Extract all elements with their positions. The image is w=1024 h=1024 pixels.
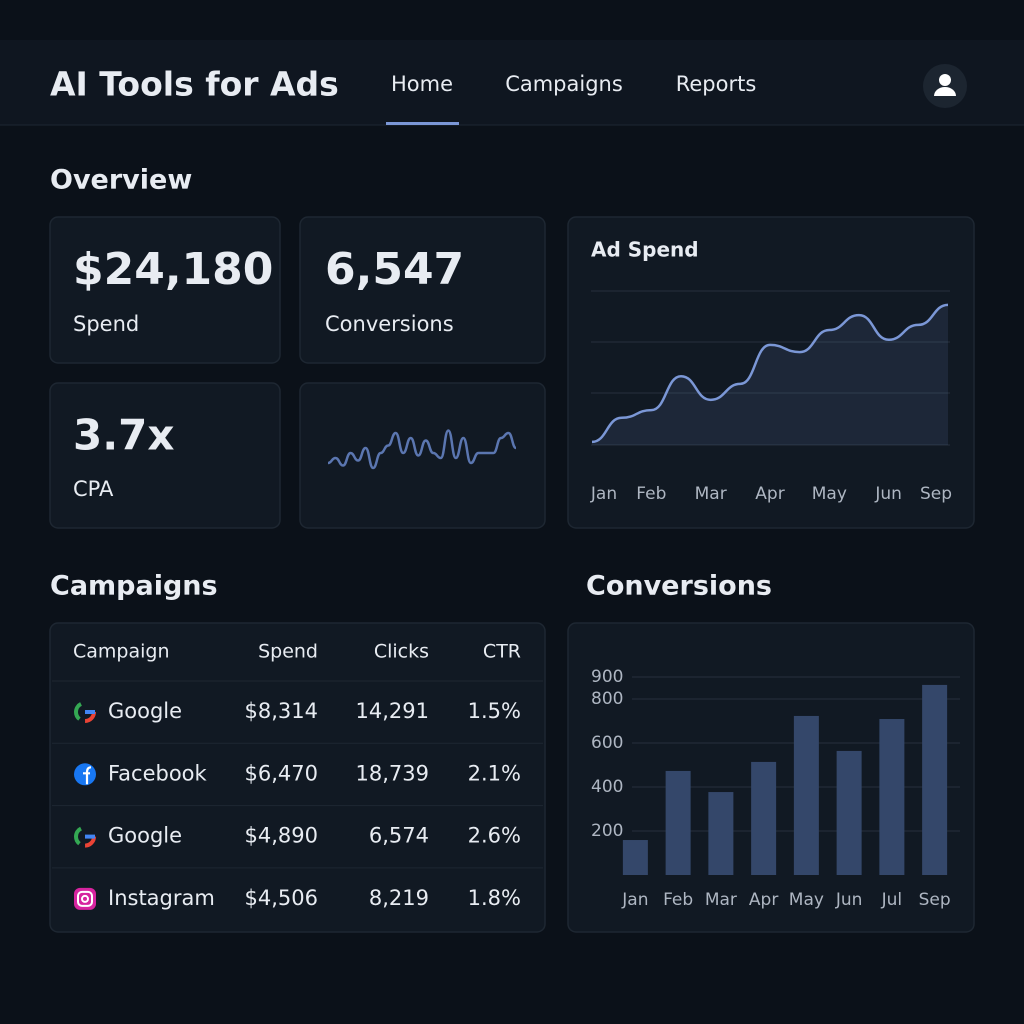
table-cell: $4,890 <box>245 824 318 848</box>
y-tick-label: 800 <box>591 689 623 709</box>
avatar-head <box>939 74 951 86</box>
card-value: $24,180 <box>73 244 273 295</box>
table-cell: $4,506 <box>245 886 318 910</box>
section-title: Overview <box>50 165 192 196</box>
card-label: Conversions <box>325 312 454 336</box>
table-cell: 2.1% <box>468 761 521 785</box>
google-icon <box>74 701 96 723</box>
google-icon <box>74 825 96 848</box>
nav-campaigns[interactable]: Campaigns <box>505 72 623 96</box>
avatar[interactable] <box>923 64 967 108</box>
line-area <box>592 304 948 445</box>
x-tick-label: Apr <box>755 484 784 504</box>
x-tick-label: May <box>812 484 847 504</box>
column-header: Spend <box>258 641 318 663</box>
card <box>299 216 546 364</box>
x-tick-label: Jun <box>874 484 902 504</box>
card-value: 3.7x <box>73 411 175 460</box>
card <box>49 216 281 364</box>
card-label: Spend <box>73 312 139 336</box>
bar <box>622 840 648 875</box>
table-cell: Instagram <box>108 886 215 910</box>
column-header: Clicks <box>374 641 429 663</box>
x-tick-label: Mar <box>695 484 727 504</box>
nav-reports[interactable]: Reports <box>676 72 757 96</box>
y-tick-label: 600 <box>591 733 623 753</box>
card <box>567 216 975 529</box>
x-tick-label: Jul <box>881 890 903 910</box>
card <box>49 382 281 529</box>
campaign-table: Campaign Spend Clicks CTR Google $8,314 14,291… <box>52 641 543 910</box>
x-tick-label: Jun <box>835 890 863 910</box>
table-cell: Facebook <box>108 761 208 785</box>
nav-underline <box>386 122 459 125</box>
x-tick-label: Sep <box>920 484 952 504</box>
bar <box>793 715 819 875</box>
x-tick-label: Feb <box>636 484 666 504</box>
table-cell: 1.8% <box>468 886 521 910</box>
card-value: 6,547 <box>325 244 464 295</box>
bar <box>836 750 862 875</box>
x-tick-label: Jan <box>621 890 648 910</box>
table-cell: 18,739 <box>356 761 429 785</box>
x-tick-label: Feb <box>663 890 693 910</box>
nav-home[interactable]: Home <box>391 72 453 96</box>
x-tick-label: May <box>789 890 824 910</box>
table-cell: 2.6% <box>468 824 521 848</box>
sparkline <box>327 429 517 470</box>
x-tick-label: Mar <box>705 890 737 910</box>
bar <box>708 792 734 875</box>
line <box>591 303 949 444</box>
column-header: CTR <box>483 641 521 663</box>
bar <box>751 761 777 875</box>
table-cell: $8,314 <box>245 699 318 723</box>
section-title: Conversions <box>586 571 772 602</box>
table-cell: 8,219 <box>369 886 429 910</box>
table-cell: 6,574 <box>369 824 429 848</box>
section-title: Campaigns <box>50 571 218 602</box>
header-bar <box>0 40 1024 125</box>
bar <box>922 684 948 875</box>
chart-title: Ad Spend <box>591 238 699 262</box>
grid <box>591 290 950 446</box>
x-tick-label: Sep <box>919 890 951 910</box>
y-tick-label: 200 <box>591 821 623 841</box>
table-cell: $6,470 <box>245 761 318 785</box>
line <box>327 429 517 470</box>
app-title: AI Tools for Ads <box>50 65 339 104</box>
table-cell: 1.5% <box>468 699 521 723</box>
avatar-body <box>934 87 956 96</box>
table-cell: Google <box>108 824 182 848</box>
column-header: Campaign <box>73 641 170 663</box>
ad-spend-chart: Jan Feb Mar Apr May Jun Sep <box>590 303 952 504</box>
facebook-icon <box>83 766 92 785</box>
table-card <box>49 622 546 933</box>
instagram-icon <box>81 894 89 903</box>
bar <box>879 719 905 875</box>
table-cell: 14,291 <box>356 699 429 723</box>
x-tick-label: Apr <box>749 890 778 910</box>
instagram-icon <box>77 890 93 907</box>
table-cell: Google <box>108 699 182 723</box>
bar <box>665 770 691 875</box>
y-tick-label: 400 <box>591 777 623 797</box>
card-label: CPA <box>73 477 114 501</box>
y-tick-label: 900 <box>591 667 623 687</box>
card <box>299 382 546 529</box>
x-tick-label: Jan <box>590 484 617 504</box>
